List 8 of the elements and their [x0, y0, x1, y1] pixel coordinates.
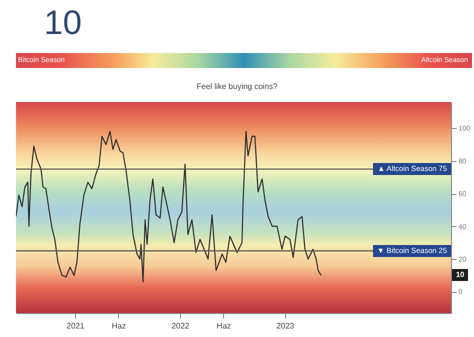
- line-series: [16, 130, 322, 282]
- text: Feel like buying coins?: [196, 82, 278, 91]
- x-tick-label: 2022: [171, 322, 190, 330]
- x-tick-label: 2021: [66, 322, 85, 330]
- x-tick-label: 2023: [276, 322, 295, 330]
- text: 10: [44, 4, 82, 42]
- x-tick-label: Haz: [112, 322, 126, 330]
- x-tick-label: Haz: [216, 322, 231, 330]
